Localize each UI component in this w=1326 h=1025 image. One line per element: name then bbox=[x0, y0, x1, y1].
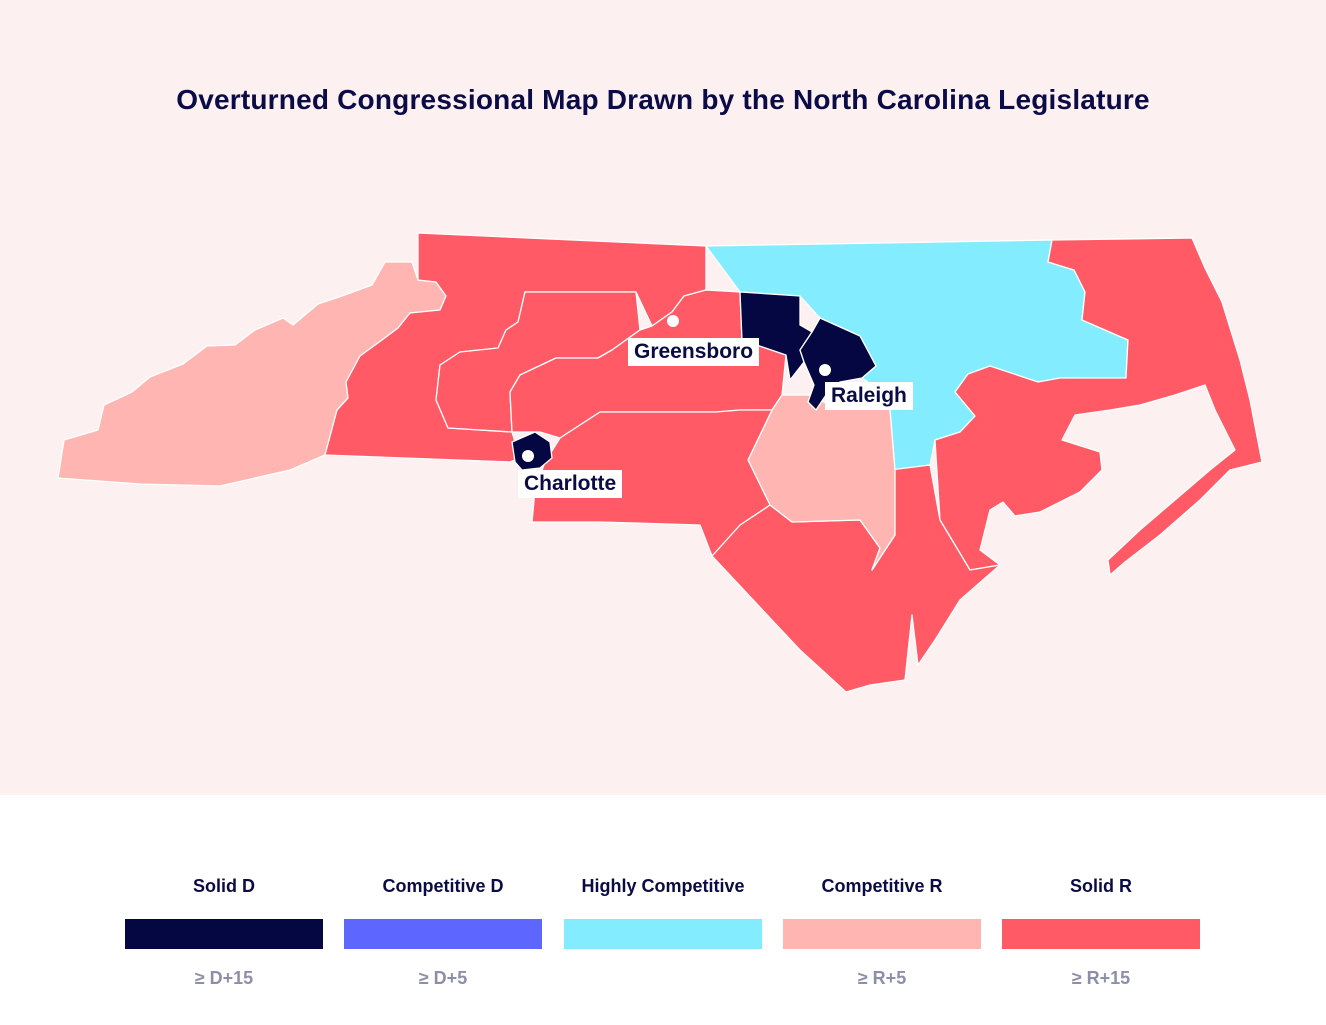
legend-label: Competitive D bbox=[382, 876, 504, 896]
legend-threshold: ≥ R+5 bbox=[857, 968, 907, 988]
legend-label: Competitive R bbox=[821, 876, 943, 896]
legend-label: Solid D bbox=[193, 876, 255, 896]
legend-threshold: ≥ D+15 bbox=[194, 968, 254, 988]
city-label-raleigh: Raleigh bbox=[825, 382, 913, 410]
greensboro-marker bbox=[667, 315, 679, 327]
district-charlotte bbox=[511, 431, 553, 471]
legend-swatch bbox=[564, 919, 762, 949]
map-title: Overturned Congressional Map Drawn by th… bbox=[176, 84, 1150, 115]
legend-swatch bbox=[1002, 919, 1200, 949]
raleigh-marker bbox=[819, 364, 831, 376]
north-carolina-district-map bbox=[57, 232, 1263, 693]
charlotte-marker bbox=[522, 450, 534, 462]
city-label-greensboro: Greensboro bbox=[628, 338, 760, 366]
legend-threshold: ≥ R+15 bbox=[1071, 968, 1131, 988]
district-outer-banks bbox=[934, 237, 1263, 576]
legend-swatch bbox=[344, 919, 542, 949]
legend-label: Solid R bbox=[1070, 876, 1132, 896]
legend-swatch bbox=[125, 919, 323, 949]
city-label-charlotte: Charlotte bbox=[518, 470, 623, 498]
legend-label: Highly Competitive bbox=[581, 876, 745, 896]
district-sandhills bbox=[747, 389, 896, 571]
legend-swatch bbox=[783, 919, 981, 949]
legend-threshold: ≥ D+5 bbox=[418, 968, 468, 988]
